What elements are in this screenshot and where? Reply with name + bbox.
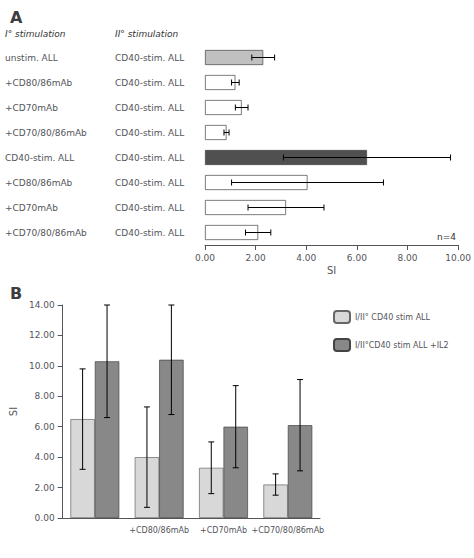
svg-text:2.00: 2.00 xyxy=(35,483,55,493)
svg-text:CD40-stim. ALL: CD40-stim. ALL xyxy=(115,228,184,238)
svg-text:10.00: 10.00 xyxy=(29,361,55,371)
svg-text:14.00: 14.00 xyxy=(29,300,55,310)
svg-text:I/II°CD40 stim ALL +IL2: I/II°CD40 stim ALL +IL2 xyxy=(355,341,449,350)
svg-text:+CD80/86mAb: +CD80/86mAb xyxy=(5,78,73,88)
svg-text:6.00: 6.00 xyxy=(35,422,55,432)
svg-text:+CD80/86mAb: +CD80/86mAb xyxy=(129,526,189,535)
svg-text:CD40-stim. ALL: CD40-stim. ALL xyxy=(115,203,184,213)
svg-text:+CD70mAb: +CD70mAb xyxy=(5,103,58,113)
svg-text:A: A xyxy=(10,8,23,27)
svg-text:I/II° CD40 stim ALL: I/II° CD40 stim ALL xyxy=(355,313,431,322)
svg-text:+CD70mAb: +CD70mAb xyxy=(200,526,247,535)
svg-text:CD40-stim. ALL: CD40-stim. ALL xyxy=(115,78,184,88)
svg-text:n=4: n=4 xyxy=(437,232,456,242)
svg-text:2.00: 2.00 xyxy=(246,253,266,263)
svg-text:CD40-stim. ALL: CD40-stim. ALL xyxy=(115,53,184,63)
svg-text:8.00: 8.00 xyxy=(397,253,417,263)
svg-text:0.00: 0.00 xyxy=(195,253,215,263)
svg-text:CD40-stim. ALL: CD40-stim. ALL xyxy=(115,178,184,188)
svg-text:8.00: 8.00 xyxy=(35,391,55,401)
svg-text:4.00: 4.00 xyxy=(296,253,316,263)
svg-text:CD40-stim. ALL: CD40-stim. ALL xyxy=(115,153,184,163)
svg-text:+CD70mAb: +CD70mAb xyxy=(5,203,58,213)
svg-text:6.00: 6.00 xyxy=(347,253,367,263)
svg-text:+CD70/80/86mAb: +CD70/80/86mAb xyxy=(5,228,87,238)
svg-text:+CD70/80/86mAb: +CD70/80/86mAb xyxy=(5,128,87,138)
svg-text:+CD70/80/86mAb: +CD70/80/86mAb xyxy=(251,526,324,535)
svg-text:+CD80/86mAb: +CD80/86mAb xyxy=(5,178,73,188)
svg-text:unstim. ALL: unstim. ALL xyxy=(5,53,58,63)
svg-text:I° stimulation: I° stimulation xyxy=(5,29,66,39)
svg-text:CD40-stim. ALL: CD40-stim. ALL xyxy=(5,153,74,163)
svg-text:4.00: 4.00 xyxy=(35,452,55,462)
svg-text:SI: SI xyxy=(327,265,336,276)
svg-text:12.00: 12.00 xyxy=(29,330,55,340)
svg-text:10.00: 10.00 xyxy=(445,253,471,263)
svg-text:II° stimulation: II° stimulation xyxy=(115,29,178,39)
svg-text:CD40-stim. ALL: CD40-stim. ALL xyxy=(115,103,184,113)
svg-text:SI: SI xyxy=(8,407,19,416)
svg-text:B: B xyxy=(10,284,22,303)
svg-text:0.00: 0.00 xyxy=(35,513,55,523)
svg-text:CD40-stim. ALL: CD40-stim. ALL xyxy=(115,128,184,138)
